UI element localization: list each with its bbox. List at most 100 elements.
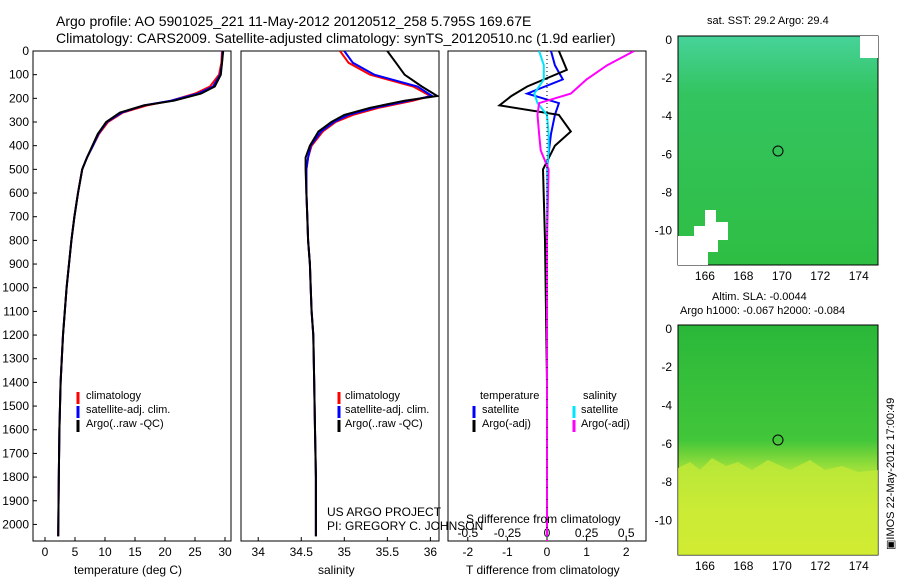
- temperature-xticks: 0 5 10 15 20 25 30: [42, 537, 232, 559]
- t-difference-label: T difference from climatology: [466, 563, 620, 577]
- temperature-tick-label: 20: [158, 545, 172, 559]
- depth-tick-label: 1200: [2, 328, 29, 342]
- sal-legend-argo: Argo(..raw -QC): [345, 418, 423, 430]
- depth-tick-label: 1400: [2, 375, 29, 389]
- sst-map-title: sat. SST: 29.2 Argo: 29.4: [707, 15, 829, 27]
- credit-project: US ARGO PROJECT: [327, 505, 442, 519]
- salinity-xticks: 34 34.5 35 35.5 36: [252, 537, 438, 559]
- sst-lon-label: 174: [849, 269, 869, 283]
- sst-lon-label: 166: [695, 269, 715, 283]
- diff-legend-temperature: temperature: [480, 390, 540, 402]
- temperature-tick-label: 5: [72, 545, 79, 559]
- sst-lat-label: -8: [661, 185, 672, 199]
- salinity-axes: [240, 50, 440, 542]
- salinity-tick-label: 35.5: [376, 545, 400, 559]
- series-climatology: [57, 51, 223, 537]
- t-diff-tick-label: -2: [462, 545, 473, 559]
- depth-tick-label: 1300: [2, 352, 29, 366]
- diff-legend-t-sat: satellite: [482, 404, 520, 416]
- sla-lat-label: -10: [655, 514, 673, 528]
- sst-map: [677, 35, 879, 266]
- argo-position-marker: [772, 145, 784, 157]
- depth-tick-label: 1800: [2, 470, 29, 484]
- depth-tick-label: 700: [9, 210, 29, 224]
- sla-lon-label: 168: [733, 559, 753, 573]
- sla-lat-label: 0: [665, 322, 672, 336]
- sla-map: [677, 324, 879, 556]
- salinity-lines: [304, 51, 439, 537]
- temperature-xlabel: temperature (deg C): [74, 563, 183, 577]
- series-argo-raw-qc-: [57, 51, 225, 537]
- salinity-tick-label: 34.5: [290, 545, 314, 559]
- sst-lat-label: -4: [661, 109, 672, 123]
- depth-tick-label: 800: [9, 233, 29, 247]
- s-difference-label: S difference from climatology: [466, 512, 621, 526]
- sla-lon-label: 166: [695, 559, 715, 573]
- title-line-2: Climatology: CARS2009. Satellite-adjuste…: [56, 30, 616, 46]
- map-ticks: 0 -2 -4 -6 -8 -10 166 168 170 172 174 0 -2 -4 -6 -8 -10 1…: [655, 33, 869, 573]
- depth-tick-label: 1900: [2, 494, 29, 508]
- series-temperature-argo-adj-: [497, 51, 573, 537]
- depth-tick-label: 900: [9, 257, 29, 271]
- diff-legend: [472, 406, 576, 432]
- t-diff-tick-label: 0: [544, 545, 551, 559]
- s-diff-tick-label: -0.5: [457, 526, 478, 540]
- sla-map-title-1: Altim. SLA: -0.0044: [712, 291, 807, 303]
- depth-tick-label: 200: [9, 91, 29, 105]
- sst-lat-label: -2: [661, 71, 672, 85]
- s-diff-tick-label: 0.5: [618, 526, 635, 540]
- temp-legend-clim: climatology: [86, 390, 142, 402]
- diff-legend-s-argo: Argo(-adj): [581, 418, 630, 430]
- temperature-tick-label: 30: [218, 545, 232, 559]
- difference-lines: [497, 51, 635, 537]
- sla-lat-label: -8: [661, 475, 672, 489]
- temperature-tick-label: 15: [128, 545, 142, 559]
- temperature-tick-label: 25: [188, 545, 202, 559]
- sla-lat-label: -6: [661, 437, 672, 451]
- sla-map-title-2: Argo h1000: -0.067 h2000: -0.084: [680, 305, 846, 317]
- imos-timestamp: ▣IMOS 22-May-2012 17:00:49: [885, 397, 897, 550]
- t-diff-tick-label: -1: [502, 545, 513, 559]
- sal-legend-sat: satellite-adj. clim.: [345, 404, 430, 416]
- diff-legend-t-argo: Argo(-adj): [482, 418, 531, 430]
- depth-tick-label: 300: [9, 115, 29, 129]
- sst-land-mask: [860, 36, 878, 58]
- t-diff-tick-label: 2: [623, 545, 630, 559]
- temp-legend-sat: satellite-adj. clim.: [86, 404, 171, 416]
- temp-legend-argo: Argo(..raw -QC): [86, 418, 164, 430]
- sla-lon-label: 172: [810, 559, 830, 573]
- sla-lon-label: 170: [772, 559, 792, 573]
- sla-lat-label: -4: [661, 399, 672, 413]
- diff-legend-salinity: salinity: [583, 390, 617, 402]
- sla-lon-label: 174: [849, 559, 869, 573]
- depth-tick-label: 2000: [2, 517, 29, 531]
- series-satellite-adj-clim-: [305, 51, 435, 537]
- sst-lat-label: -6: [661, 147, 672, 161]
- credit-pi: PI: GREGORY C. JOHNSON: [327, 519, 484, 533]
- s-diff-tick-label: -0.25: [494, 526, 522, 540]
- sst-lon-label: 170: [772, 269, 792, 283]
- sst-lon-label: 172: [810, 269, 830, 283]
- sst-land-mask: [678, 210, 728, 265]
- s-diff-tick-label: 0.25: [575, 526, 599, 540]
- salinity-tick-label: 36: [424, 545, 438, 559]
- sal-legend-clim: climatology: [345, 390, 401, 402]
- temperature-tick-label: 0: [42, 545, 49, 559]
- sst-lat-label: -10: [655, 224, 673, 238]
- argo-position-marker: [772, 434, 784, 446]
- t-diff-tick-label: 1: [583, 545, 590, 559]
- sla-yellow-boundary: [678, 458, 878, 555]
- salinity-tick-label: 34: [252, 545, 266, 559]
- depth-tick-label: 1600: [2, 423, 29, 437]
- depth-tick-label: 1100: [3, 304, 29, 318]
- depth-tick-label: 1700: [2, 446, 29, 460]
- sst-lat-label: 0: [665, 33, 672, 47]
- sla-lat-label: -2: [661, 360, 672, 374]
- temperature-lines: [57, 51, 225, 537]
- series-salinity-argo-adj-: [536, 51, 635, 537]
- series-satellite-adj-clim-: [57, 51, 224, 537]
- title-line-1: Argo profile: AO 5901025_221 11-May-2012…: [56, 13, 532, 29]
- depth-tick-label: 1000: [2, 281, 29, 295]
